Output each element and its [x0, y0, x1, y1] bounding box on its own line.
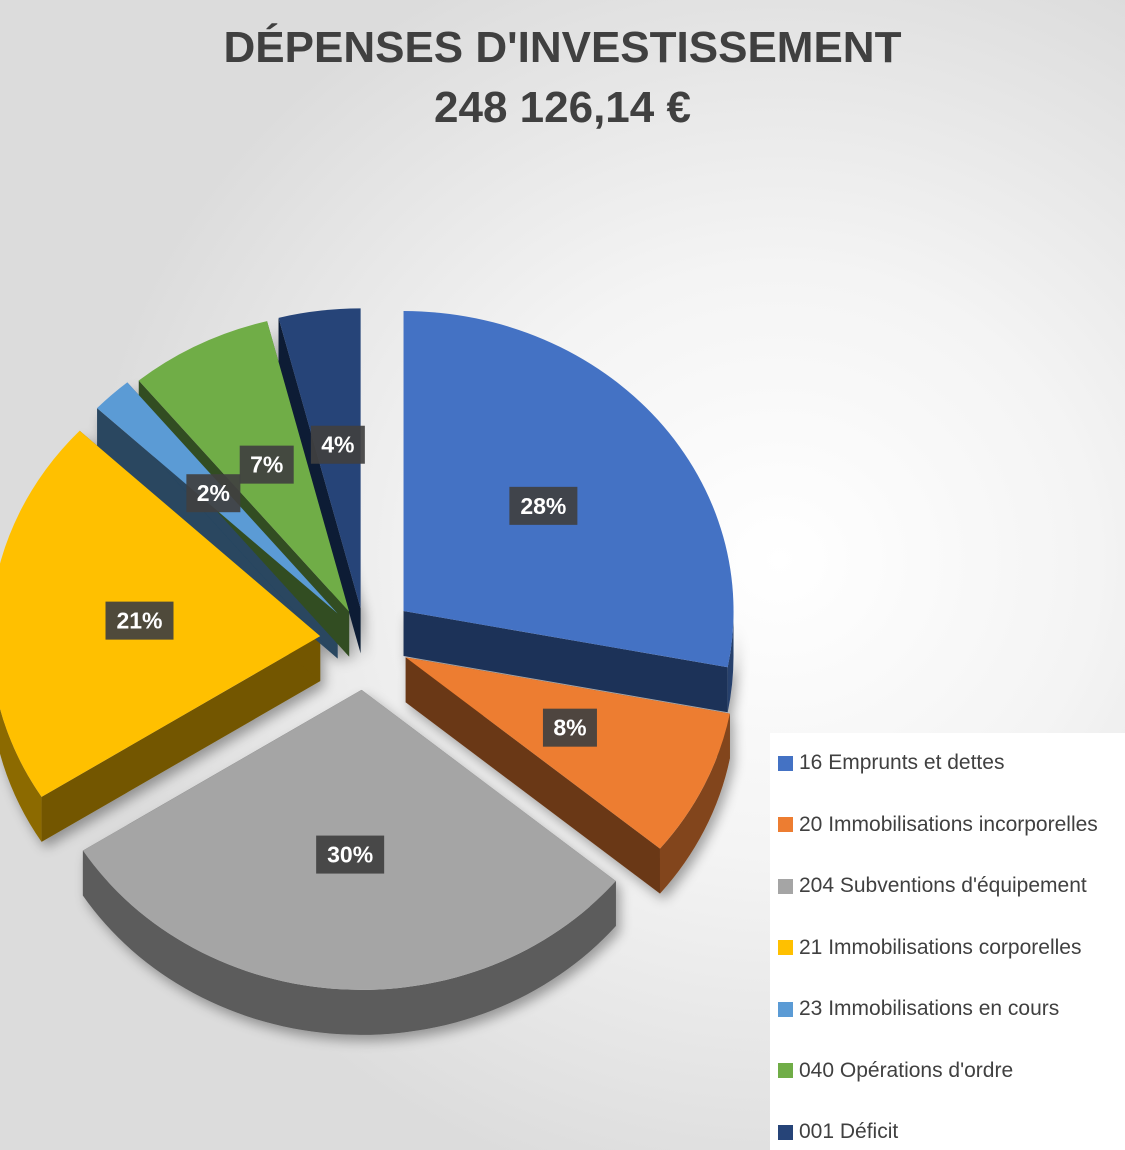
data-label-text: 8% [553, 715, 586, 741]
legend-swatch [778, 1063, 793, 1078]
legend-item: 040 Opérations d'ordre [778, 1059, 1013, 1083]
data-label-text: 7% [250, 452, 283, 478]
data-label-4: 21% [105, 601, 174, 640]
data-label-text: 2% [197, 480, 230, 506]
legend-item: 20 Immobilisations incorporelles [778, 813, 1098, 837]
legend-label: 040 Opérations d'ordre [799, 1058, 1014, 1082]
legend-label: 23 Immobilisations en cours [799, 997, 1060, 1020]
data-label-1: 28% [509, 486, 578, 525]
pie-slice-wall [403, 611, 728, 713]
legend-swatch [778, 755, 793, 771]
pie-slice-wall [41, 636, 321, 842]
chart-legend: 16 Emprunts et dettes 20 Immobilisations … [770, 733, 1125, 1150]
data-label-text: 28% [520, 493, 566, 519]
legend-label: 16 Emprunts et dettes [799, 751, 1005, 774]
legend-swatch [778, 1001, 793, 1017]
data-label-text: 4% [321, 432, 354, 458]
legend-item: 21 Immobilisations corporelles [778, 936, 1081, 960]
legend-swatch [778, 878, 793, 894]
pie-slice-edge [0, 708, 42, 842]
data-label-3: 30% [316, 835, 385, 874]
pie-slice-wall [278, 317, 361, 654]
pie-slice-edge [659, 713, 730, 894]
legend-label: 001 Déficit [799, 1120, 899, 1143]
pie-slice-edge [727, 611, 734, 713]
data-label-text: 21% [116, 608, 162, 634]
data-label-2: 8% [542, 708, 597, 747]
data-label-7: 4% [310, 425, 365, 464]
pie-slice-2 [405, 657, 730, 849]
pie-slice-wall [405, 657, 660, 894]
legend-swatch [778, 1124, 793, 1140]
legend-swatch [778, 817, 793, 832]
legend-label: 204 Subventions d'équipement [799, 874, 1087, 897]
legend-label: 21 Immobilisations corporelles [799, 935, 1082, 959]
data-label-6: 7% [239, 445, 294, 484]
legend-item: 23 Immobilisations en cours [778, 997, 1059, 1021]
pie-slice-wall [97, 408, 338, 659]
pie-slice-edge [82, 850, 616, 1035]
chart-subtitle: 248 126,14 € [434, 83, 691, 132]
chart-title: DÉPENSES D'INVESTISSEMENT [223, 23, 902, 72]
legend-label: 20 Immobilisations incorporelles [799, 812, 1098, 836]
legend-item: 16 Emprunts et dettes [778, 751, 1004, 775]
legend-swatch [778, 940, 793, 955]
legend-item: 001 Déficit [778, 1120, 898, 1144]
data-label-5: 2% [186, 474, 241, 513]
data-label-text: 30% [327, 842, 373, 868]
legend-item: 204 Subventions d'équipement [778, 874, 1087, 898]
